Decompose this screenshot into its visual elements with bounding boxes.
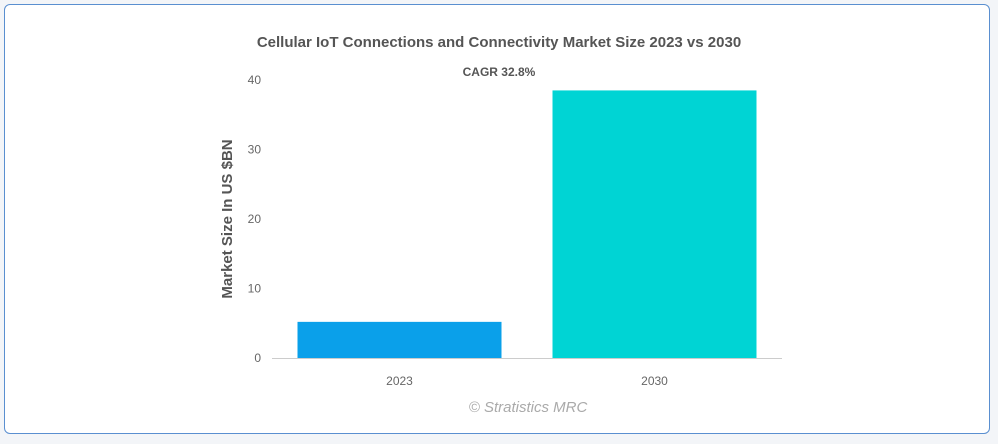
y-tick-label: 10: [248, 282, 262, 296]
bars: [297, 90, 757, 359]
bar-2023: [297, 321, 502, 358]
x-tick-label: 2030: [641, 374, 668, 388]
y-tick-label: 0: [254, 351, 261, 365]
y-tick-label: 20: [248, 212, 262, 226]
y-axis-ticks: 0 10 20 30 40: [248, 73, 262, 365]
x-tick-label: 2023: [386, 374, 413, 388]
cagr-annotation: CAGR 32.8%: [463, 65, 536, 79]
y-axis-label: Market Size In US $BN: [219, 139, 236, 298]
x-axis-ticks: 2023 2030: [386, 374, 668, 388]
bar-2030: [552, 90, 757, 359]
y-tick-label: 40: [248, 73, 262, 87]
chart-frame: [4, 4, 990, 434]
watermark: © Stratistics MRC: [469, 399, 588, 416]
y-tick-label: 30: [248, 143, 262, 157]
chart-title: Cellular IoT Connections and Connectivit…: [257, 34, 741, 51]
